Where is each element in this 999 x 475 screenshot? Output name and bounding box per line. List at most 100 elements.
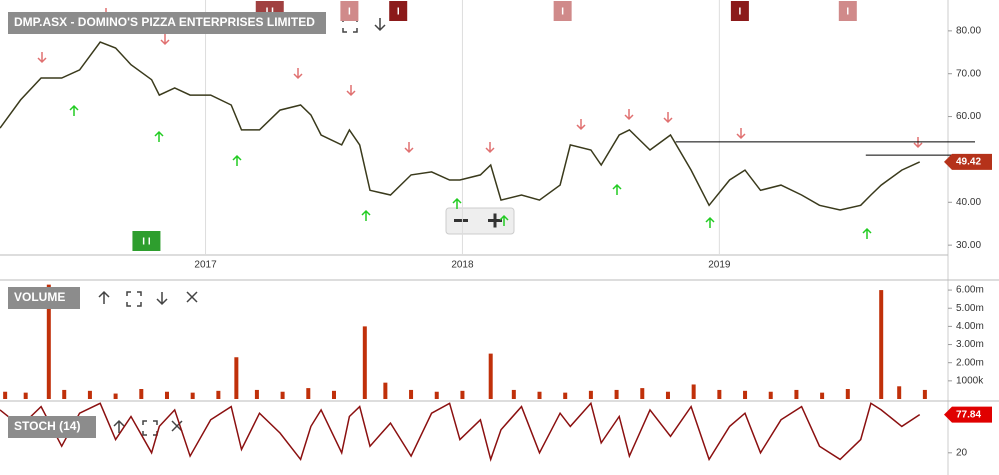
event-label: I bbox=[348, 7, 351, 18]
y-tick-label: 70.00 bbox=[956, 68, 981, 79]
close-icon[interactable] bbox=[171, 420, 183, 432]
up-icon[interactable] bbox=[113, 419, 125, 433]
bar bbox=[3, 391, 8, 399]
bar bbox=[845, 389, 850, 399]
y-tick-label: 2.00m bbox=[956, 357, 984, 368]
bar bbox=[563, 392, 568, 399]
panel-title-box bbox=[8, 12, 326, 34]
signal-down bbox=[624, 109, 634, 121]
signal-up bbox=[232, 154, 242, 166]
signal-up bbox=[499, 214, 509, 226]
bar bbox=[62, 389, 67, 399]
bar bbox=[879, 290, 884, 399]
y-tick-label: 3.00m bbox=[956, 339, 984, 350]
bar bbox=[794, 389, 799, 399]
last-value-tag: 49.42 bbox=[944, 153, 992, 170]
bar bbox=[280, 391, 285, 399]
last-value-label: 49.42 bbox=[956, 157, 981, 168]
y-tick-label: 80.00 bbox=[956, 25, 981, 36]
bar bbox=[820, 392, 825, 399]
series-line bbox=[0, 401, 921, 462]
signal-down bbox=[346, 85, 356, 97]
bar bbox=[488, 353, 493, 399]
expand-icon[interactable] bbox=[126, 291, 142, 307]
event-label: I bbox=[561, 7, 564, 18]
last-value-tag: 77.84 bbox=[944, 406, 992, 423]
y-tick-label: 20 bbox=[956, 447, 968, 458]
bar bbox=[665, 391, 670, 399]
zoom-controls[interactable] bbox=[445, 207, 515, 235]
event-marker bbox=[730, 1, 749, 21]
event-marker bbox=[340, 1, 359, 21]
bar bbox=[434, 391, 439, 399]
event-marker bbox=[838, 1, 857, 21]
signal-down bbox=[663, 112, 673, 124]
bar bbox=[383, 382, 388, 399]
panel-title: STOCH (14) bbox=[14, 419, 80, 433]
signal-down bbox=[736, 128, 746, 140]
down-icon[interactable] bbox=[374, 18, 386, 32]
signal-up bbox=[705, 216, 715, 228]
zoom-out[interactable] bbox=[454, 219, 468, 222]
signal-up bbox=[612, 183, 622, 195]
bar bbox=[362, 326, 367, 399]
y-tick-label: 30.00 bbox=[956, 240, 981, 251]
signal-up bbox=[69, 104, 79, 116]
series-line bbox=[0, 41, 921, 211]
last-value-box bbox=[944, 153, 992, 170]
signal-up bbox=[154, 130, 164, 142]
event-label: I bbox=[397, 7, 400, 18]
event-label: I bbox=[739, 7, 742, 18]
panel-title: VOLUME bbox=[14, 290, 65, 304]
signal-up bbox=[862, 227, 872, 239]
bar bbox=[164, 391, 169, 399]
bar bbox=[717, 389, 722, 399]
signal-down bbox=[293, 68, 303, 80]
bar bbox=[614, 389, 619, 399]
event-marker bbox=[132, 231, 161, 251]
event-marker bbox=[553, 1, 572, 21]
bar bbox=[306, 388, 311, 399]
y-tick-label: 40.00 bbox=[956, 197, 981, 208]
bar bbox=[743, 390, 748, 399]
panel-title-box bbox=[8, 287, 80, 309]
bar bbox=[460, 390, 465, 399]
bar bbox=[87, 390, 92, 399]
close-icon[interactable] bbox=[186, 291, 198, 303]
bar bbox=[23, 392, 28, 399]
bar bbox=[768, 391, 773, 399]
last-value-label: 77.84 bbox=[956, 409, 981, 420]
y-tick-label: 6.00m bbox=[956, 285, 984, 296]
signal-down bbox=[576, 119, 586, 131]
bar bbox=[691, 384, 696, 399]
up-icon[interactable] bbox=[98, 290, 110, 304]
bar bbox=[640, 388, 645, 399]
x-tick-label: 2018 bbox=[451, 260, 474, 271]
signal-down bbox=[37, 52, 47, 64]
bar bbox=[254, 389, 259, 399]
bar bbox=[46, 284, 51, 399]
bar bbox=[190, 392, 195, 399]
bar bbox=[922, 389, 927, 399]
bar bbox=[409, 389, 414, 399]
expand-icon[interactable] bbox=[142, 420, 158, 436]
panel-title-box bbox=[8, 416, 96, 438]
signal-down bbox=[160, 34, 170, 46]
y-tick-label: 60.00 bbox=[956, 111, 981, 122]
panel-title: DMP.ASX - DOMINO'S PIZZA ENTERPRISES LIM… bbox=[14, 15, 315, 29]
bar bbox=[537, 391, 542, 399]
x-tick-label: 2019 bbox=[708, 260, 731, 271]
zoom-in[interactable] bbox=[493, 213, 497, 228]
down-icon[interactable] bbox=[156, 292, 168, 306]
y-tick-label: 5.00m bbox=[956, 303, 984, 314]
bar bbox=[113, 393, 118, 399]
signal-down bbox=[485, 142, 495, 154]
last-value-box bbox=[944, 406, 992, 423]
zoom-box[interactable] bbox=[445, 207, 515, 235]
event-marker bbox=[389, 1, 408, 21]
event-label: I I bbox=[142, 237, 151, 248]
signal-up bbox=[452, 197, 462, 209]
bar bbox=[897, 386, 902, 399]
